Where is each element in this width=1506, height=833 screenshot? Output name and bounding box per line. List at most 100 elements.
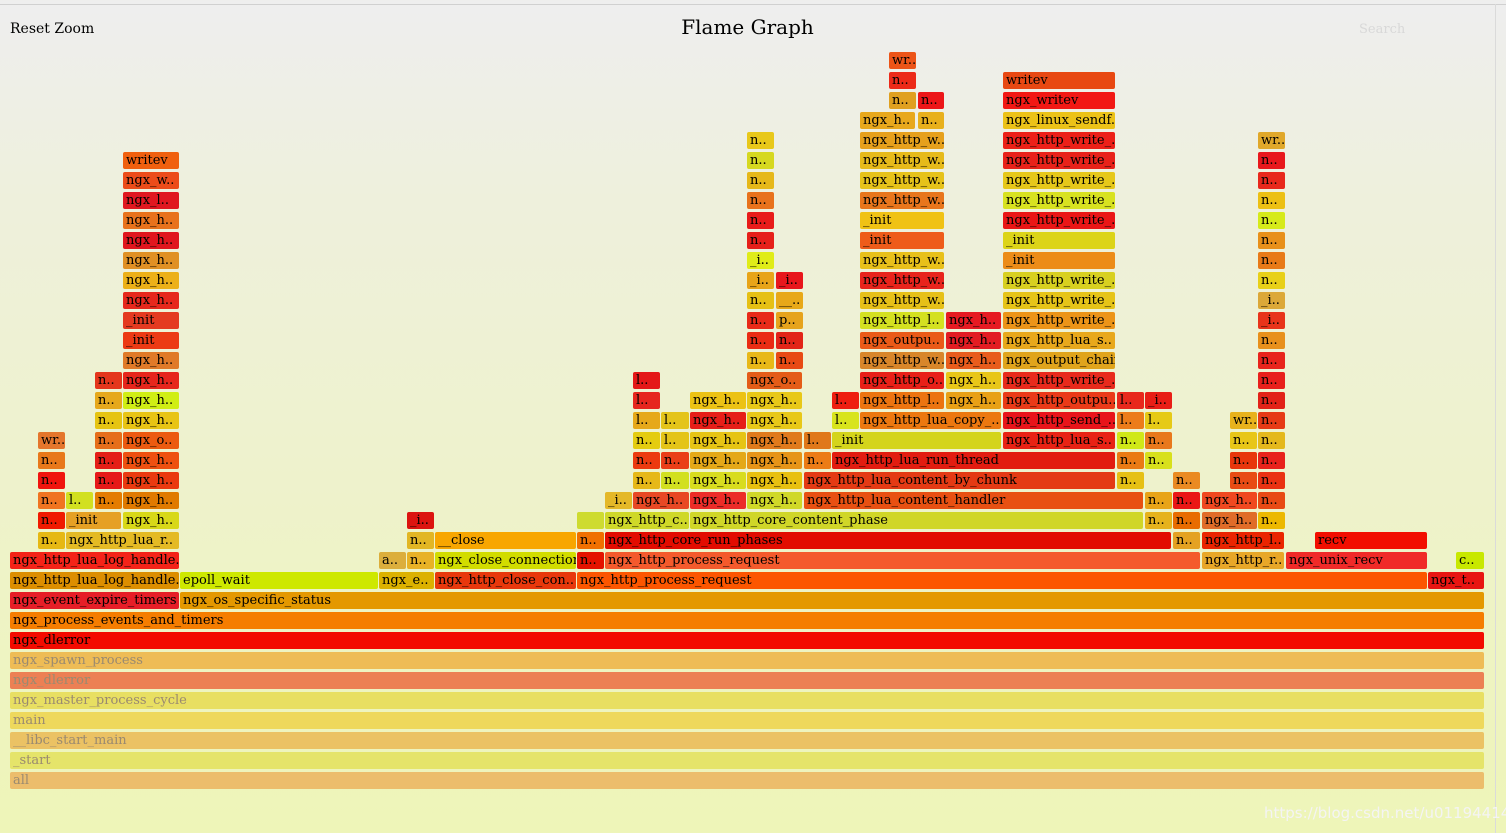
flame-frame[interactable]: n..: [577, 552, 604, 569]
reset-zoom-button[interactable]: Reset Zoom: [10, 21, 95, 37]
flame-frame[interactable]: n..: [95, 492, 122, 509]
flame-frame[interactable]: ngx_close_connection: [435, 552, 576, 569]
flame-frame[interactable]: _init: [860, 212, 944, 229]
flame-frame[interactable]: ngx_http_process_request: [605, 552, 1200, 569]
flame-frame[interactable]: ngx_unix_recv: [1286, 552, 1427, 569]
flame-frame[interactable]: n..: [1258, 332, 1285, 349]
flame-frame[interactable]: n..: [1117, 472, 1144, 489]
flame-frame[interactable]: n..: [1173, 492, 1200, 509]
flame-frame[interactable]: n..: [1258, 412, 1285, 429]
flame-frame[interactable]: ngx_h..: [1202, 512, 1257, 529]
flame-frame[interactable]: n..: [747, 152, 774, 169]
flame-frame[interactable]: n..: [38, 532, 65, 549]
flame-frame[interactable]: main: [10, 712, 1484, 729]
flame-frame[interactable]: _i..: [407, 512, 434, 529]
flame-frame[interactable]: l..: [832, 392, 859, 409]
flame-frame[interactable]: l..: [804, 432, 831, 449]
flame-frame[interactable]: ngx_http_w..: [860, 352, 944, 369]
flame-frame[interactable]: n..: [633, 472, 660, 489]
flame-frame[interactable]: ngx_http_lua_log_handle..: [10, 552, 179, 569]
flame-frame[interactable]: n..: [747, 232, 774, 249]
flame-frame[interactable]: ngx_h..: [946, 392, 1001, 409]
flame-frame[interactable]: ngx_http_o..: [860, 372, 944, 389]
flame-frame[interactable]: ngx_process_events_and_timers: [10, 612, 1484, 629]
flame-frame[interactable]: _init: [1003, 252, 1115, 269]
flame-frame[interactable]: ngx_http_process_request: [577, 572, 1427, 589]
flame-frame[interactable]: ngx_http_lua_copy_..: [860, 412, 1001, 429]
flame-frame[interactable]: ngx_h..: [123, 372, 179, 389]
flame-frame[interactable]: ngx_w..: [123, 172, 179, 189]
flame-frame[interactable]: n..: [747, 312, 774, 329]
flame-frame[interactable]: wr..: [1230, 412, 1257, 429]
flame-frame[interactable]: ngx_http_w..: [860, 152, 944, 169]
flame-frame[interactable]: ngx_master_process_cycle: [10, 692, 1484, 709]
flame-frame[interactable]: ngx_h..: [123, 492, 179, 509]
flame-frame[interactable]: ngx_t..: [1428, 572, 1484, 589]
flame-frame[interactable]: n..: [918, 112, 944, 129]
flame-frame[interactable]: ngx_http_write_..: [1003, 172, 1115, 189]
flame-frame[interactable]: ngx_h..: [123, 512, 179, 529]
flame-frame[interactable]: ngx_dlerror: [10, 672, 1484, 689]
flame-frame[interactable]: n..: [1258, 212, 1285, 229]
flame-frame[interactable]: ngx_e..: [379, 572, 434, 589]
flame-frame[interactable]: _init: [860, 232, 944, 249]
flame-frame[interactable]: n..: [1258, 492, 1285, 509]
flame-frame[interactable]: ngx_http_w..: [860, 172, 944, 189]
flame-frame[interactable]: ngx_http_write_..: [1003, 192, 1115, 209]
flame-frame[interactable]: ngx_http_lua_content_handler: [804, 492, 1143, 509]
flame-frame[interactable]: _i..: [605, 492, 632, 509]
flame-frame[interactable]: ngx_h..: [123, 392, 179, 409]
flame-frame[interactable]: _i..: [776, 272, 803, 289]
flame-frame[interactable]: n..: [776, 332, 803, 349]
flame-frame[interactable]: ngx_h..: [690, 432, 746, 449]
flame-frame[interactable]: n..: [747, 332, 774, 349]
flame-frame[interactable]: _i..: [1258, 312, 1285, 329]
flame-frame[interactable]: _i..: [1145, 392, 1172, 409]
flame-frame[interactable]: n..: [889, 72, 916, 89]
flame-frame[interactable]: n..: [95, 372, 122, 389]
flame-frame[interactable]: ngx_h..: [946, 372, 1001, 389]
flame-frame[interactable]: writev: [123, 152, 179, 169]
flame-frame[interactable]: n..: [95, 472, 122, 489]
flame-frame[interactable]: ngx_h..: [123, 252, 179, 269]
flame-frame[interactable]: ngx_h..: [123, 272, 179, 289]
flame-frame[interactable]: n..: [633, 432, 660, 449]
flame-frame[interactable]: c..: [1456, 552, 1484, 569]
search-button[interactable]: Search: [1359, 22, 1406, 37]
flame-frame[interactable]: n..: [1145, 512, 1172, 529]
flame-frame[interactable]: n..: [633, 452, 660, 469]
flame-frame[interactable]: ngx_h..: [633, 492, 689, 509]
flame-frame[interactable]: p..: [776, 312, 803, 329]
flame-frame[interactable]: ngx_http_w..: [860, 292, 944, 309]
flame-frame[interactable]: ngx_h..: [860, 112, 915, 129]
flame-frame[interactable]: ngx_http_send_..: [1003, 412, 1115, 429]
flame-frame[interactable]: ngx_h..: [747, 432, 802, 449]
flame-frame[interactable]: ngx_http_l..: [860, 312, 944, 329]
flame-frame[interactable]: ngx_o..: [747, 372, 802, 389]
flame-frame[interactable]: l..: [633, 392, 660, 409]
flame-frame[interactable]: n..: [95, 452, 122, 469]
flame-frame[interactable]: ngx_http_write_..: [1003, 132, 1115, 149]
flame-frame[interactable]: n..: [776, 352, 803, 369]
flame-frame[interactable]: ngx_http_write_..: [1003, 272, 1115, 289]
flame-frame[interactable]: ngx_http_core_run_phases: [605, 532, 1171, 549]
flame-frame[interactable]: ngx_h..: [747, 412, 802, 429]
flame-frame[interactable]: ngx_os_specific_status: [180, 592, 1484, 609]
flame-frame[interactable]: ngx_http_close_con..: [435, 572, 576, 589]
flame-frame[interactable]: ngx_http_lua_s..: [1003, 332, 1115, 349]
flame-frame[interactable]: n..: [1258, 192, 1285, 209]
flame-frame[interactable]: l..: [633, 372, 660, 389]
flame-frame[interactable]: n..: [1258, 272, 1285, 289]
flame-frame[interactable]: n..: [747, 292, 774, 309]
flame-frame[interactable]: n..: [661, 452, 689, 469]
flame-frame[interactable]: n..: [1145, 432, 1172, 449]
flame-frame[interactable]: n..: [38, 472, 65, 489]
flame-frame[interactable]: l..: [66, 492, 93, 509]
flame-frame[interactable]: n..: [661, 472, 689, 489]
flame-frame[interactable]: epoll_wait: [180, 572, 378, 589]
flame-frame[interactable]: ngx_h..: [123, 412, 179, 429]
flame-frame[interactable]: n..: [1258, 372, 1285, 389]
flame-frame[interactable]: ngx_o..: [123, 432, 179, 449]
flame-frame[interactable]: l..: [633, 412, 660, 429]
flame-frame[interactable]: __close: [435, 532, 576, 549]
